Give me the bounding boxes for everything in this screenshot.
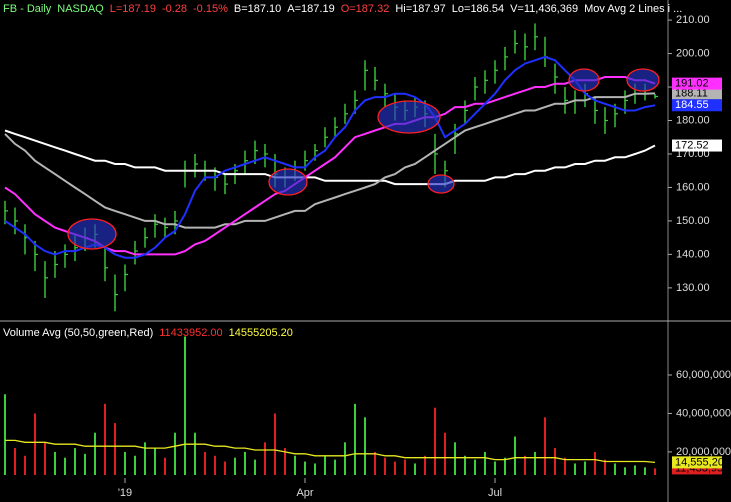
- highlight-ellipse: [568, 68, 600, 92]
- last-value-label: 14,555,205: [675, 456, 730, 468]
- header-item: Mov Avg 2 Lines i ...: [584, 3, 682, 15]
- last-value-box: [672, 456, 722, 469]
- header-item: -0.28: [162, 3, 187, 15]
- x-tick-label: Apr: [296, 487, 313, 499]
- header-item: L=187.19: [110, 3, 156, 15]
- moving-average-line: [4, 55, 656, 259]
- y-tick-label: 20,000,000: [676, 446, 731, 458]
- header-item: 11433952.00: [159, 327, 222, 339]
- header-item: FB - Daily: [3, 3, 52, 15]
- y-tick-label: 150.00: [676, 215, 710, 227]
- x-tick-label: '19: [118, 487, 132, 499]
- last-value-box: [672, 87, 722, 100]
- last-value-label: 184.55: [675, 99, 709, 111]
- last-value-box: [672, 139, 722, 152]
- y-tick-label: 60,000,000: [676, 369, 731, 381]
- y-tick-label: 210.00: [676, 14, 710, 26]
- y-tick-label: 140.00: [676, 248, 710, 260]
- y-tick-label: 200.00: [676, 47, 710, 59]
- moving-average-line: [4, 129, 656, 186]
- last-value-box: [672, 99, 722, 112]
- header-item: A=187.19: [287, 3, 334, 15]
- highlight-ellipse: [268, 168, 308, 196]
- highlight-ellipse: [427, 174, 455, 194]
- header-item: Lo=186.54: [452, 3, 504, 15]
- header-item: NASDAQ: [57, 3, 104, 15]
- last-value-box: [672, 77, 722, 90]
- header-item: Hi=187.97: [395, 3, 445, 15]
- highlight-ellipse: [626, 68, 660, 92]
- last-value-label: 172.52: [675, 139, 709, 151]
- header-item: -0.15%: [193, 3, 228, 15]
- annotations: [67, 68, 660, 250]
- highlight-ellipse: [377, 100, 441, 134]
- y-tick-label: 160.00: [676, 181, 710, 193]
- moving-average-line: [4, 76, 656, 256]
- panel-header: FB - Daily NASDAQ L=187.19 -0.28 -0.15% B=187…: [3, 3, 682, 15]
- x-tick-label: Jul: [488, 487, 502, 499]
- header-item: V=11,436,369: [510, 3, 578, 15]
- panel-header: Volume Avg (50,50,green,Red) 11433952.00 1…: [3, 327, 293, 339]
- last-value-label: 188.11: [675, 87, 708, 99]
- y-tick-label: 130.00: [676, 282, 710, 294]
- header-item: O=187.32: [341, 3, 390, 15]
- y-tick-label: 40,000,000: [676, 407, 731, 419]
- volume-average-line: [5, 439, 656, 464]
- moving-average-line: [4, 92, 656, 229]
- highlight-ellipse: [67, 218, 117, 250]
- header-item: Volume Avg (50,50,green,Red): [3, 327, 153, 339]
- last-value-label: 191.02: [675, 78, 709, 90]
- header-item: B=187.10: [234, 3, 281, 15]
- y-tick-label: 180.00: [676, 114, 710, 126]
- header-item: 14555205.20: [229, 327, 293, 339]
